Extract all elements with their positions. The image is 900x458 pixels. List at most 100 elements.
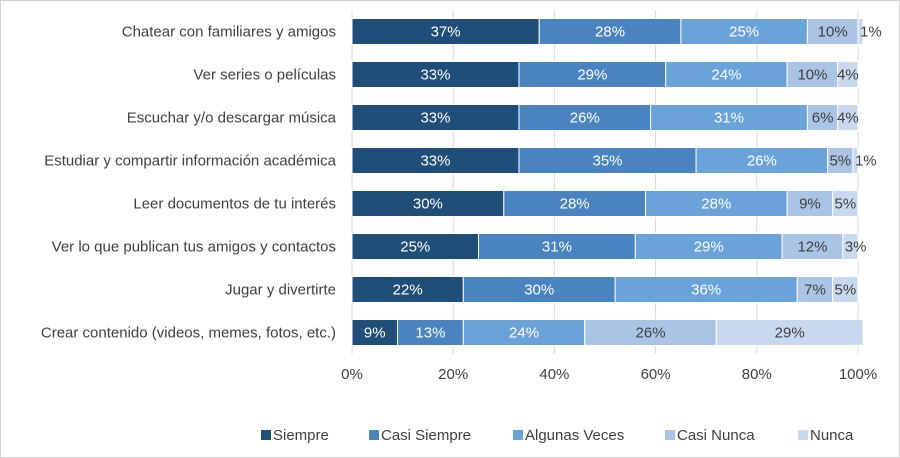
x-tick-label: 60% — [641, 366, 671, 383]
legend-swatch — [369, 430, 379, 440]
bar-segment — [614, 276, 798, 303]
bar-segment — [786, 190, 834, 217]
x-tick-label: 20% — [438, 366, 468, 383]
bar-segment — [351, 147, 520, 174]
bar-segment — [462, 319, 586, 346]
data-label: 33% — [420, 110, 450, 127]
data-label: 12% — [797, 239, 827, 256]
category-label: Chatear con familiares y amigos — [122, 24, 336, 41]
data-label: 29% — [577, 67, 607, 84]
bar-segment — [351, 276, 464, 303]
data-label: 26% — [747, 153, 777, 170]
data-label: 22% — [393, 282, 423, 299]
bar-segment — [351, 233, 479, 260]
legend-swatch — [665, 430, 675, 440]
data-label: 31% — [542, 239, 572, 256]
data-label: 37% — [431, 24, 461, 41]
bar-segment — [832, 276, 859, 303]
data-label: 33% — [420, 153, 450, 170]
data-label: 35% — [593, 153, 623, 170]
bar-segment — [351, 319, 399, 346]
bar-segment — [351, 61, 520, 88]
data-label: 10% — [797, 67, 827, 84]
data-label: 4% — [837, 110, 859, 127]
legend-swatch — [798, 430, 808, 440]
data-label: 13% — [415, 325, 445, 342]
data-label: 33% — [420, 67, 450, 84]
data-label: 28% — [595, 24, 625, 41]
category-labels: Chatear con familiares y amigos Ver serie… — [41, 24, 337, 342]
data-label: 9% — [364, 325, 386, 342]
data-label: 1% — [855, 153, 877, 170]
data-label: 28% — [560, 196, 590, 213]
bar-segment — [518, 61, 667, 88]
data-label: 30% — [413, 196, 443, 213]
bar-segment — [351, 18, 540, 45]
legend-label: Algunas Veces — [525, 427, 624, 444]
bar-segment — [842, 233, 859, 260]
x-tick-label: 40% — [539, 366, 569, 383]
data-label: 25% — [400, 239, 430, 256]
bar-segment — [806, 18, 859, 45]
bar-segment — [518, 104, 652, 131]
data-label: 7% — [804, 282, 826, 299]
bar-segment — [786, 61, 839, 88]
bar-segment — [351, 104, 520, 131]
bar-segment — [397, 319, 464, 346]
data-label: 5% — [835, 196, 857, 213]
category-label: Estudiar y compartir información académi… — [44, 153, 336, 170]
bar-segment — [644, 190, 788, 217]
legend-label: Siempre — [273, 427, 329, 444]
data-label: 6% — [812, 110, 834, 127]
legend-swatch — [513, 430, 523, 440]
x-tick-label: 80% — [742, 366, 772, 383]
bar-segment — [634, 233, 783, 260]
category-label: Ver series o películas — [193, 67, 336, 84]
data-label: 10% — [818, 24, 848, 41]
bar-segment — [715, 319, 864, 346]
category-label: Escuchar y/o descargar música — [127, 110, 337, 127]
bar-segment — [351, 190, 505, 217]
legend-label: Casi Nunca — [677, 427, 755, 444]
category-label: Crear contenido (videos, memes, fotos, e… — [41, 325, 336, 342]
x-tick-label: 0% — [341, 366, 363, 383]
data-label: 9% — [799, 196, 821, 213]
data-label: 5% — [835, 282, 857, 299]
bar-segment — [695, 147, 829, 174]
category-label: Leer documentos de tu interés — [133, 196, 336, 213]
bar-segment — [837, 104, 859, 131]
data-label: 30% — [524, 282, 554, 299]
bar-segment — [462, 276, 616, 303]
data-label: 25% — [729, 24, 759, 41]
bar-segment — [781, 233, 844, 260]
legend-label: Casi Siempre — [381, 427, 471, 444]
bar-segment — [665, 61, 788, 88]
bar-segment — [584, 319, 717, 346]
data-label: 24% — [711, 67, 741, 84]
data-label: 29% — [694, 239, 724, 256]
legend: Siempre Casi Siempre Algunas Veces Casi Nun… — [261, 427, 854, 444]
bar-segment — [478, 233, 636, 260]
bar-segment — [827, 147, 854, 174]
data-label: 3% — [845, 239, 867, 256]
legend-swatch — [261, 430, 271, 440]
x-tick-label: 100% — [839, 366, 877, 383]
bar-segment — [832, 190, 859, 217]
data-label: 36% — [691, 282, 721, 299]
category-label: Ver lo que publican tus amigos y contact… — [52, 239, 336, 256]
data-label: 31% — [714, 110, 744, 127]
x-axis-ticks: 0% 20% 40% 60% 80% 100% — [341, 366, 877, 383]
bars: 37% 28% 25% 10% 1%33% 29% 24% 10% 4%33% 26% 31% 6% 4… — [351, 18, 882, 346]
data-label: 26% — [570, 110, 600, 127]
data-label: 4% — [837, 67, 859, 84]
data-label: 29% — [775, 325, 805, 342]
data-label: 24% — [509, 325, 539, 342]
bar-segment — [837, 61, 859, 88]
category-label: Jugar y divertirte — [225, 282, 336, 299]
legend-label: Nunca — [810, 427, 854, 444]
data-label: 1% — [860, 24, 882, 41]
data-label: 5% — [829, 153, 851, 170]
bar-segment — [518, 147, 697, 174]
